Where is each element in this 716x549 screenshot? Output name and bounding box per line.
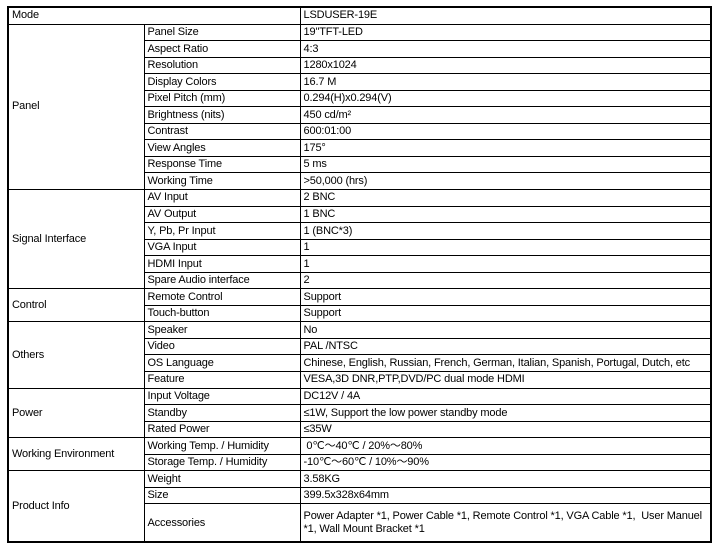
spec-value: 1 bbox=[299, 238, 712, 257]
spec-label-video: Video bbox=[143, 337, 301, 356]
spec-label-speaker: Speaker bbox=[143, 321, 301, 339]
spec-value: VESA,3D DNR,PTP,DVD/PC dual mode HDMI bbox=[299, 371, 712, 389]
spec-value: 399.5x328x64mm bbox=[299, 486, 712, 505]
spec-value: ≤35W bbox=[299, 420, 712, 439]
spec-label-working-temp-humidity: Working Temp. / Humidity bbox=[143, 437, 301, 455]
table-row: Mode LSDUSER-19E bbox=[7, 6, 712, 25]
spec-value: 1 bbox=[299, 255, 712, 273]
table-row: Working Time >50,000 (hrs) bbox=[8, 172, 712, 191]
category-cell-others: Others bbox=[7, 321, 145, 389]
spec-label-y-pb-pr-input: Y, Pb, Pr Input bbox=[143, 222, 301, 240]
spec-label-spare-audio-interface: Spare Audio interface bbox=[143, 271, 301, 290]
spec-value: Chinese, English, Russian, French, Germa… bbox=[299, 354, 712, 373]
spec-label-storage-temp-humidity: Storage Temp. / Humidity bbox=[143, 453, 301, 472]
spec-value: 1 (BNC*3) bbox=[299, 222, 712, 240]
spec-value: -10℃～60℃ / 10%～90% bbox=[299, 453, 712, 472]
table-row: Power Input Voltage DC12V / 4A bbox=[7, 387, 712, 439]
spec-value: Support bbox=[299, 288, 712, 306]
spec-label-resolution: Resolution bbox=[143, 56, 301, 75]
category-cell-mode: Mode bbox=[7, 6, 301, 25]
spec-value: 3.58KG bbox=[299, 470, 712, 488]
spec-label-av-output: AV Output bbox=[143, 205, 301, 224]
table-row: Control Remote Control Support bbox=[7, 288, 712, 323]
spec-value: 600:01:00 bbox=[299, 122, 712, 141]
spec-value: DC12V / 4A bbox=[299, 387, 712, 406]
spec-label-contrast: Contrast bbox=[143, 122, 301, 141]
spec-value: ≤1W, Support the low power standby mode bbox=[299, 404, 712, 422]
spec-label-av-input: AV Input bbox=[143, 189, 301, 207]
spec-value: 2 bbox=[299, 271, 712, 290]
spec-value: 0.294(H)x0.294(V) bbox=[299, 89, 712, 108]
table-row: Touch-button Support bbox=[8, 304, 712, 323]
table-row: Spare Audio interface 2 bbox=[8, 271, 712, 290]
spec-value: Support bbox=[299, 304, 712, 323]
spec-value: LSDUSER-19E bbox=[299, 6, 712, 25]
spec-value: PAL /NTSC bbox=[299, 337, 712, 356]
spec-value: 1 BNC bbox=[299, 205, 712, 224]
spec-value: 16.7 M bbox=[299, 73, 712, 91]
spec-label-panel-size: Panel Size bbox=[143, 23, 301, 42]
table-row: Pixel Pitch (mm) 0.294(H)x0.294(V) bbox=[8, 89, 712, 108]
spec-label-os-language: OS Language bbox=[143, 354, 301, 373]
table-row: View Angles 175° bbox=[8, 139, 712, 157]
spec-label-standby: Standby bbox=[143, 404, 301, 422]
category-cell-product-info: Product Info bbox=[7, 470, 145, 543]
spec-value: 1280x1024 bbox=[299, 56, 712, 75]
spec-label-feature: Feature bbox=[143, 371, 301, 389]
table-row: Others Speaker No bbox=[7, 321, 712, 389]
table-row: Brightness (nits) 450 cd/m² bbox=[8, 106, 712, 124]
spec-label-size: Size bbox=[143, 486, 301, 505]
category-cell-power: Power bbox=[7, 387, 145, 439]
table-row: Rated Power ≤35W bbox=[8, 420, 712, 439]
table-row: Storage Temp. / Humidity -10℃～60℃ / 10%～9… bbox=[8, 453, 712, 472]
spec-value: >50,000 (hrs) bbox=[299, 172, 712, 191]
category-cell-signal-interface: Signal Interface bbox=[7, 189, 145, 290]
table-row: Aspect Ratio 4:3 bbox=[8, 40, 712, 58]
category-cell-panel: Panel bbox=[7, 23, 145, 191]
table-row: Panel Panel Size 19"TFT-LED bbox=[7, 23, 712, 191]
spec-value: 450 cd/m² bbox=[299, 106, 712, 124]
spec-label-rated-power: Rated Power bbox=[143, 420, 301, 439]
spec-label-accessories: Accessories bbox=[143, 503, 301, 543]
category-cell-working-environment: Working Environment bbox=[7, 437, 145, 472]
spec-label-touch-button: Touch-button bbox=[143, 304, 301, 323]
spec-value: Power Adapter *1, Power Cable *1, Remote… bbox=[299, 503, 712, 543]
category-cell-control: Control bbox=[7, 288, 145, 323]
spec-value: 2 BNC bbox=[299, 189, 712, 207]
spec-label-remote-control: Remote Control bbox=[143, 288, 301, 306]
table-row: Product Info Weight 3.58KG bbox=[7, 470, 712, 543]
table-row: Standby ≤1W, Support the low power standb… bbox=[8, 404, 712, 422]
spec-label-brightness-nits: Brightness (nits) bbox=[143, 106, 301, 124]
table-row: Feature VESA,3D DNR,PTP,DVD/PC dual mode … bbox=[8, 371, 712, 389]
spec-label-working-time: Working Time bbox=[143, 172, 301, 191]
spec-table-body: Mode LSDUSER-19E Panel Panel Size 19"TFT-LED… bbox=[7, 6, 712, 543]
spec-label-pixel-pitch-mm: Pixel Pitch (mm) bbox=[143, 89, 301, 108]
table-row: OS Language Chinese, English, Russian, Fr… bbox=[8, 354, 712, 373]
spec-label-view-angles: View Angles bbox=[143, 139, 301, 157]
spec-table: Mode LSDUSER-19E Panel Panel Size 19"TFT-LED… bbox=[7, 6, 713, 544]
spec-value: 4:3 bbox=[299, 40, 712, 58]
spec-label-vga-input: VGA Input bbox=[143, 238, 301, 257]
table-row: Video PAL /NTSC bbox=[8, 337, 712, 356]
spec-label-hdmi-input: HDMI Input bbox=[143, 255, 301, 273]
spec-label-input-voltage: Input Voltage bbox=[143, 387, 301, 406]
spec-value: 5 ms bbox=[299, 155, 712, 174]
table-row: Accessories Power Adapter *1, Power Cable… bbox=[8, 503, 712, 543]
spec-value: No bbox=[299, 321, 712, 339]
table-row: Working Environment Working Temp. / Humid… bbox=[7, 437, 712, 472]
spec-value: 19"TFT-LED bbox=[299, 23, 712, 42]
spec-label-response-time: Response Time bbox=[143, 155, 301, 174]
spec-label-display-colors: Display Colors bbox=[143, 73, 301, 91]
spec-label-aspect-ratio: Aspect Ratio bbox=[143, 40, 301, 58]
spec-value: 175° bbox=[299, 139, 712, 157]
table-row: HDMI Input 1 bbox=[8, 255, 712, 273]
table-row: Signal Interface AV Input 2 BNC bbox=[7, 189, 712, 290]
spec-value: 0℃～40℃ / 20%～80% bbox=[299, 437, 712, 455]
table-row: Display Colors 16.7 M bbox=[8, 73, 712, 91]
spec-label-weight: Weight bbox=[143, 470, 301, 488]
